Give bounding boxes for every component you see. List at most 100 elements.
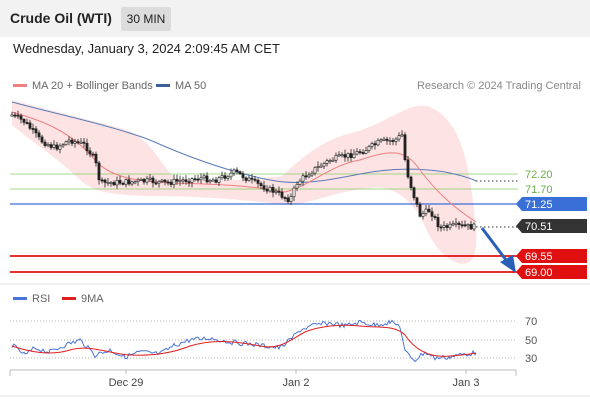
candle-body <box>100 179 104 182</box>
candle-body <box>301 175 305 182</box>
candle-body <box>457 222 461 225</box>
candle-body <box>460 224 464 227</box>
candle-body <box>463 224 467 227</box>
legend-ma50: MA 50 <box>156 80 206 92</box>
candle-body <box>229 172 233 178</box>
forecast-arrow-head-icon <box>500 255 516 273</box>
candle-body <box>118 180 122 184</box>
candle-body <box>91 153 95 156</box>
candle-body <box>268 186 272 192</box>
price-label-69-00: 69.00 <box>525 267 553 279</box>
x-label-jan-3: Jan 3 <box>453 377 480 389</box>
candle-body <box>22 119 26 123</box>
candle-body <box>148 177 152 180</box>
interval-button[interactable]: 30 MIN <box>121 7 171 31</box>
candle-body <box>70 139 74 144</box>
candle-body <box>73 141 77 144</box>
candle-body <box>145 178 149 183</box>
candle-body <box>181 179 185 182</box>
forecast-arrow-line <box>480 227 508 261</box>
ma50-line <box>11 101 477 183</box>
rsi-swatch-icon <box>13 296 27 300</box>
candle-body <box>211 179 215 182</box>
candle-body <box>196 178 200 181</box>
candle-body <box>250 177 254 180</box>
candle-body <box>13 114 17 117</box>
candle-body <box>259 183 263 186</box>
candle-body <box>163 179 167 183</box>
x-label-jan-2: Jan 2 <box>283 377 310 389</box>
candle-body <box>31 128 35 130</box>
rsi-label-30: 30 <box>525 353 537 365</box>
candle-body <box>385 138 389 141</box>
candle-body <box>439 226 443 229</box>
candle-body <box>205 175 209 183</box>
candle-body <box>46 144 50 147</box>
candle-body <box>67 139 71 143</box>
bollinger-swatch-icon <box>13 83 27 87</box>
candle-body <box>208 180 212 183</box>
candle-body <box>85 142 89 152</box>
candle-body <box>286 197 290 203</box>
candle-body <box>244 177 248 181</box>
candle-body <box>43 141 47 146</box>
candle-body <box>25 122 29 124</box>
candle-body <box>277 190 281 193</box>
candle-body <box>292 187 296 197</box>
candle-body <box>367 146 371 151</box>
candle-body <box>16 114 20 117</box>
candle-body <box>199 177 203 181</box>
candle-body <box>151 177 155 184</box>
candle-body <box>409 176 413 189</box>
candle-body <box>283 197 287 199</box>
candle-body <box>10 114 14 117</box>
candle-body <box>313 167 317 174</box>
candle-body <box>226 176 230 179</box>
candle-body <box>130 181 134 185</box>
candle-body <box>103 179 107 183</box>
candle-body <box>412 187 416 199</box>
price-tag-71-25: 71.25 <box>516 197 587 211</box>
candle-body <box>454 222 458 225</box>
candle-body <box>241 173 245 179</box>
candle-body <box>112 182 116 186</box>
price-label-71-70: 71.70 <box>525 184 553 196</box>
candle-body <box>298 180 302 185</box>
candle-body <box>373 143 377 146</box>
candle-body <box>289 196 293 203</box>
legend-rsi: RSI <box>13 293 50 305</box>
candle-body <box>37 132 41 138</box>
candle-body <box>169 181 173 185</box>
price-label-69-55: 69.55 <box>525 251 553 263</box>
candle-body <box>436 217 440 228</box>
candle-body <box>142 178 146 183</box>
candle-body <box>154 182 158 185</box>
candle-body <box>238 171 242 175</box>
timestamp: Wednesday, January 3, 2024 2:09:45 AM CE… <box>13 41 280 56</box>
candlestick-series <box>10 110 476 232</box>
candle-body <box>166 181 170 184</box>
legend-9ma-label: 9MA <box>81 293 104 305</box>
candle-body <box>61 144 65 147</box>
candle-body <box>49 144 53 148</box>
candle-body <box>352 153 356 158</box>
candle-body <box>325 160 329 164</box>
candle-body <box>331 159 335 162</box>
candle-body <box>424 208 428 214</box>
candle-body <box>256 179 260 184</box>
ma9-swatch-icon <box>62 296 76 300</box>
candle-body <box>274 190 278 193</box>
candle-body <box>160 179 164 182</box>
candle-body <box>388 140 392 142</box>
candle-body <box>379 139 383 142</box>
x-label-dec-29: Dec 29 <box>109 377 144 389</box>
instrument-title: Crude Oil (WTI) <box>10 10 112 26</box>
candle-body <box>136 179 140 182</box>
candle-body <box>382 138 386 141</box>
candle-body <box>394 138 398 142</box>
candle-body <box>343 154 347 158</box>
candle-body <box>364 150 368 154</box>
price-tag-69-55: 69.55 <box>516 249 587 263</box>
candle-body <box>295 184 299 189</box>
